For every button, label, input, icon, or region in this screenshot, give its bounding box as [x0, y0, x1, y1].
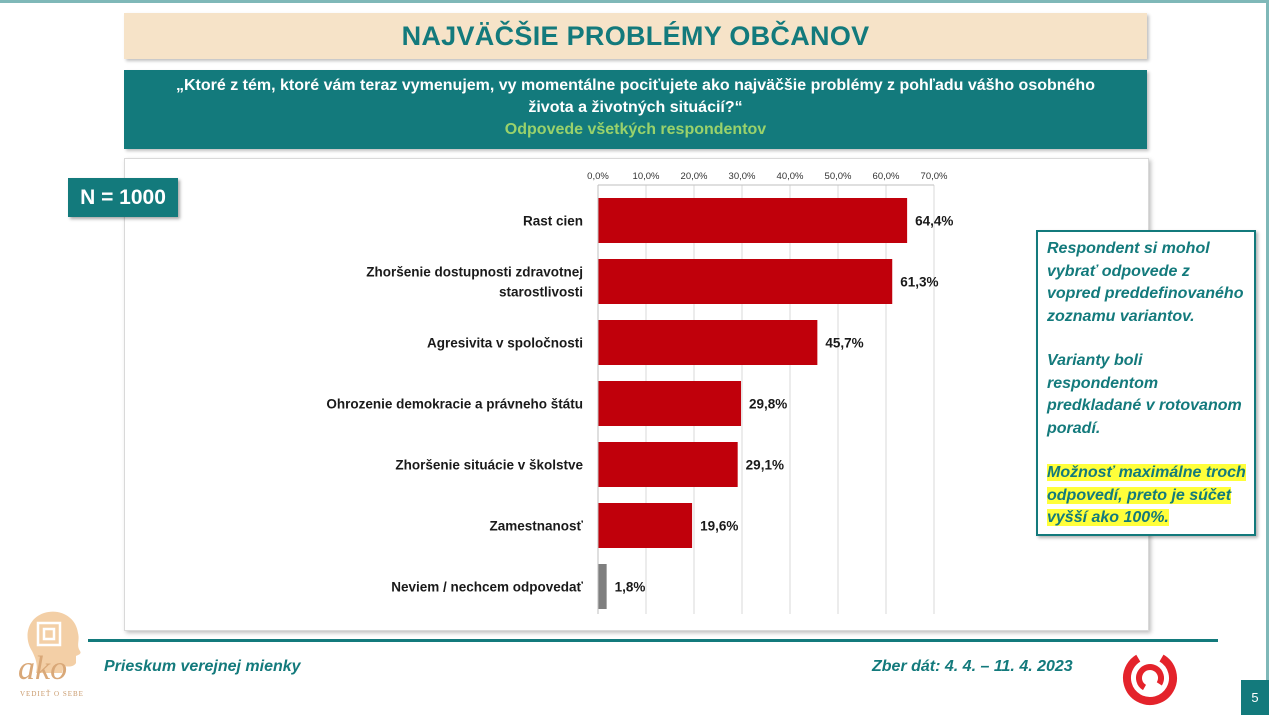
x-tick-label: 30,0% — [729, 171, 756, 182]
ako-logo-text: ako — [18, 650, 68, 687]
bar — [598, 564, 607, 609]
x-tick-label: 50,0% — [825, 171, 852, 182]
category-label: Zhoršenie situácie v školstve — [395, 458, 583, 473]
x-tick-label: 70,0% — [921, 171, 948, 182]
value-label: 29,8% — [749, 397, 787, 412]
page-number: 5 — [1241, 680, 1269, 715]
value-label: 45,7% — [825, 336, 863, 351]
category-label: starostlivosti — [499, 285, 583, 300]
value-label: 29,1% — [746, 458, 784, 473]
bar — [598, 259, 893, 304]
frame-right — [1266, 0, 1269, 715]
ako-logo-head-icon — [27, 611, 81, 673]
bar — [598, 381, 742, 426]
footer-divider — [88, 639, 1218, 642]
bar — [598, 442, 738, 487]
category-label: Zhoršenie dostupnosti zdravotnej — [366, 265, 583, 280]
frame-top — [0, 0, 1269, 3]
question-box: „Ktoré z tém, ktoré vám teraz vymenujem,… — [124, 70, 1147, 149]
category-label: Agresivita v spoločnosti — [427, 336, 583, 351]
x-tick-label: 10,0% — [633, 171, 660, 182]
question-subtitle: Odpovede všetkých respondentov — [504, 121, 767, 138]
value-label: 64,4% — [915, 214, 953, 229]
bar — [598, 320, 818, 365]
page-title: NAJVÄČŠIE PROBLÉMY OBČANOV — [401, 20, 870, 51]
category-label: Ohrozenie demokracie a právneho štátu — [326, 397, 583, 412]
note-paragraph-3-highlight: Možnosť maximálne troch odpovedí, preto … — [1047, 464, 1246, 526]
bar — [598, 503, 693, 548]
ako-logo-tagline: VEDIEŤ O SEBE — [20, 690, 84, 698]
footer-survey-label: Prieskum verejnej mienky — [104, 658, 301, 675]
value-label: 1,8% — [615, 580, 646, 595]
value-label: 19,6% — [700, 519, 738, 534]
note-paragraph-1: Respondent si mohol vybrať odpovede z vo… — [1047, 240, 1244, 325]
footer-data-collection-dates: Zber dát: 4. 4. – 11. 4. 2023 — [872, 658, 1073, 675]
bar — [598, 198, 908, 243]
category-label: Zamestnanosť — [490, 519, 584, 534]
brand-swirl-icon — [1123, 651, 1177, 705]
x-tick-label: 20,0% — [681, 171, 708, 182]
category-label: Rast cien — [523, 214, 583, 229]
note-paragraph-2: Varianty boli respondentom predkladané v… — [1047, 352, 1242, 437]
question-text: „Ktoré z tém, ktoré vám teraz vymenujem,… — [176, 77, 1095, 116]
x-tick-label: 0,0% — [587, 171, 609, 182]
sample-size-badge: N = 1000 — [68, 178, 178, 217]
title-bar: NAJVÄČŠIE PROBLÉMY OBČANOV — [124, 13, 1147, 59]
x-tick-label: 60,0% — [873, 171, 900, 182]
value-label: 61,3% — [900, 275, 938, 290]
category-label: Neviem / nechcem odpovedať — [391, 580, 583, 595]
note-box: Respondent si mohol vybrať odpovede z vo… — [1036, 230, 1256, 536]
x-tick-label: 40,0% — [777, 171, 804, 182]
